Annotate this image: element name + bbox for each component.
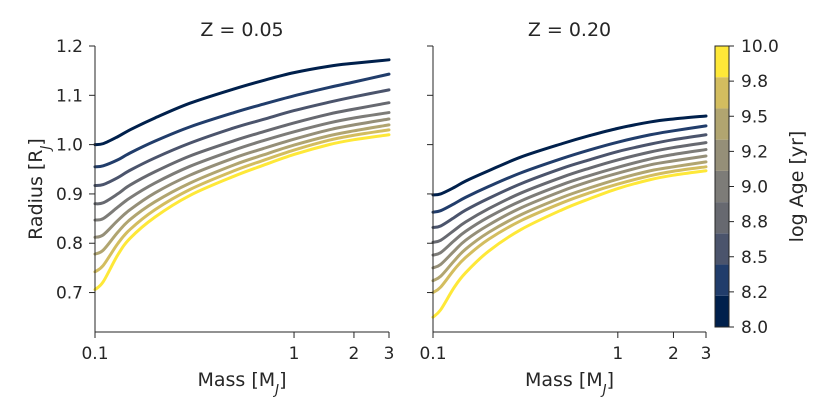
series-line-logage-9.2 xyxy=(431,154,708,270)
x-tick-label: 0.1 xyxy=(81,344,108,364)
series-line-logage-9.5 xyxy=(431,160,708,283)
series-line-logage-8.8 xyxy=(93,101,391,206)
series-line-logage-9.2 xyxy=(93,117,391,239)
series-line-logage-9.5 xyxy=(93,123,391,256)
series-line-logage-8.0 xyxy=(431,114,708,197)
colorbar-tick-label: 8.5 xyxy=(741,248,768,268)
colorbar-tick-label: 9.0 xyxy=(741,178,768,198)
series-line-logage-8.5 xyxy=(93,88,391,188)
series-line-logage-8.5 xyxy=(431,133,708,229)
panel-z005: 0.1 1 2 3 0.7 0.8 0.9 1.0 1.1 1.2 Z = 0.05 Mass [MJ… xyxy=(25,19,394,398)
y-tick-label: 1.1 xyxy=(56,86,83,106)
x-tick-label: 3 xyxy=(701,344,712,364)
series-line-logage-9.0 xyxy=(431,148,708,257)
x-tick-label: 3 xyxy=(384,344,395,364)
panel-z020: 0.1 1 2 3 Z = 0.20 Mass [MJ] xyxy=(419,19,711,398)
colorbar-swatch-8.0 xyxy=(715,295,729,327)
y-tick-label: 1.0 xyxy=(56,136,83,156)
series-line-logage-8.2 xyxy=(431,124,708,214)
colorbar-tick-label: 9.2 xyxy=(741,142,768,162)
colorbar-tick-label: 10.0 xyxy=(741,37,779,57)
colorbar-tick-label: 8.2 xyxy=(741,283,768,303)
colorbar-swatch-9.0 xyxy=(715,170,729,203)
panel-title: Z = 0.20 xyxy=(528,19,611,41)
x-axis-label: Mass [MJ] xyxy=(197,369,286,398)
series-line-logage-9.8 xyxy=(431,165,708,295)
y-tick-label: 1.2 xyxy=(56,37,83,57)
colorbar-label: log Age [yr] xyxy=(786,131,808,243)
x-tick-label: 2 xyxy=(668,344,679,364)
colorbar-tick-label: 9.5 xyxy=(741,107,768,127)
y-axis-label: Radius [RJ] xyxy=(25,138,54,240)
series-line-logage-8.2 xyxy=(93,72,391,169)
colorbar-swatch-9.5 xyxy=(715,108,729,140)
x-tick-label: 2 xyxy=(349,344,360,364)
y-tick-label: 0.9 xyxy=(56,185,83,205)
x-tick-label: 1 xyxy=(612,344,623,364)
colorbar-tick-label: 8.8 xyxy=(741,213,768,233)
x-axis-label: Mass [MJ] xyxy=(525,369,614,398)
colorbar-swatch-8.8 xyxy=(715,202,729,234)
colorbar-swatch-8.5 xyxy=(715,233,729,265)
colorbar-swatch-10.0 xyxy=(715,46,729,78)
colorbar-tick-label: 8.0 xyxy=(741,318,768,338)
panel-title: Z = 0.05 xyxy=(200,19,283,41)
series-line-logage-9.0 xyxy=(93,111,391,222)
x-tick-label: 0.1 xyxy=(419,344,446,364)
y-tick-label: 0.7 xyxy=(56,284,83,304)
series-line-logage-10.0 xyxy=(93,133,391,292)
series-line-logage-8.0 xyxy=(93,58,391,147)
series-line-logage-9.8 xyxy=(93,128,391,274)
colorbar-swatch-8.2 xyxy=(715,264,729,296)
colorbar-tick-label: 9.8 xyxy=(741,72,768,92)
y-tick-label: 0.8 xyxy=(56,234,83,254)
colorbar-swatch-9.8 xyxy=(715,77,729,109)
series-line-logage-8.8 xyxy=(431,141,708,244)
colorbar: 8.0 8.2 8.5 8.8 9.0 9.2 9.5 9.8 10.0 log Age [yr] xyxy=(714,37,808,338)
colorbar-swatch-9.2 xyxy=(715,139,729,171)
x-tick-label: 1 xyxy=(289,344,300,364)
series-line-logage-10.0 xyxy=(431,169,708,319)
